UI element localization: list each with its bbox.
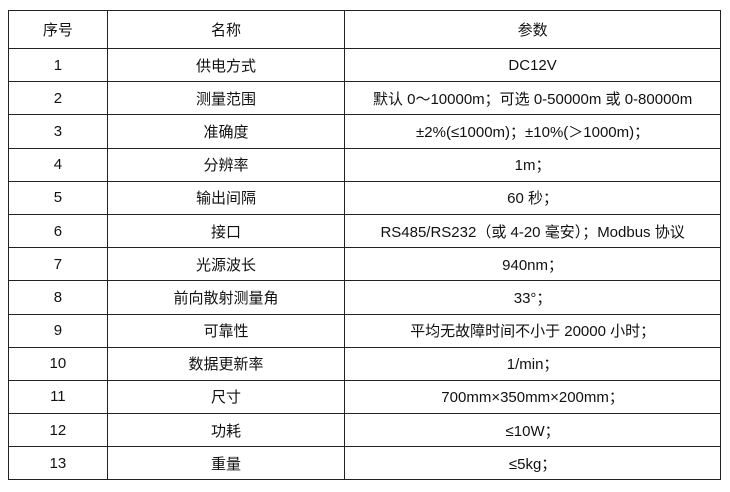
table-row: 6 接口 RS485/RS232（或 4-20 毫安）；Modbus 协议 <box>8 213 721 249</box>
cell-params: 940nm； <box>344 247 721 282</box>
cell-name: 重量 <box>106 446 346 481</box>
table-row: 9 可靠性 平均无故障时间不小于 20000 小时； <box>8 313 721 348</box>
cell-index: 12 <box>8 413 108 448</box>
cell-name: 数据更新率 <box>106 346 346 381</box>
cell-params: ≤5kg； <box>344 446 721 481</box>
cell-params: 1m； <box>344 147 721 182</box>
cell-name: 可靠性 <box>106 313 346 348</box>
cell-name: 光源波长 <box>106 247 346 282</box>
cell-params: DC12V <box>344 47 721 83</box>
table-row: 12 功耗 ≤10W； <box>8 413 721 448</box>
cell-index: 7 <box>8 247 108 282</box>
cell-params: 700mm×350mm×200mm； <box>344 379 721 415</box>
table-row: 2 测量范围 默认 0～10000m；可选 0-50000m 或 0-80000m <box>8 81 721 116</box>
table-row: 8 前向散射测量角 33°； <box>8 280 721 315</box>
cell-index: 5 <box>8 180 108 215</box>
cell-index: 2 <box>8 81 108 116</box>
cell-name: 测量范围 <box>106 81 346 116</box>
cell-index: 4 <box>8 147 108 182</box>
cell-index: 8 <box>8 280 108 315</box>
table-row: 5 输出间隔 60 秒； <box>8 180 721 215</box>
cell-params: ±2%(≤1000m)；±10%(＞1000m)； <box>344 114 721 149</box>
cell-index: 1 <box>8 47 108 83</box>
cell-name: 尺寸 <box>106 379 346 415</box>
cell-name: 分辨率 <box>106 147 346 182</box>
cell-params: ≤10W； <box>344 413 721 448</box>
cell-name: 输出间隔 <box>106 180 346 215</box>
cell-params: 60 秒； <box>344 180 721 215</box>
header-index: 序号 <box>8 10 108 49</box>
table-row: 7 光源波长 940nm； <box>8 247 721 282</box>
cell-index: 3 <box>8 114 108 149</box>
cell-name: 准确度 <box>106 114 346 149</box>
table-row: 4 分辨率 1m； <box>8 147 721 182</box>
cell-params: 1/min； <box>344 346 721 381</box>
cell-index: 10 <box>8 346 108 381</box>
cell-params: 默认 0～10000m；可选 0-50000m 或 0-80000m <box>344 81 721 116</box>
table-row: 3 准确度 ±2%(≤1000m)；±10%(＞1000m)； <box>8 114 721 149</box>
header-name: 名称 <box>106 10 346 49</box>
header-params: 参数 <box>344 10 721 49</box>
cell-name: 前向散射测量角 <box>106 280 346 315</box>
cell-name: 接口 <box>106 213 346 249</box>
cell-params: RS485/RS232（或 4-20 毫安）；Modbus 协议 <box>344 213 721 249</box>
table-row: 1 供电方式 DC12V <box>8 47 721 83</box>
table-row: 11 尺寸 700mm×350mm×200mm； <box>8 379 721 415</box>
cell-name: 功耗 <box>106 413 346 448</box>
spec-table: 序号 名称 参数 1 供电方式 DC12V 2 测量范围 默认 0～10000m；可选 0… <box>8 10 721 481</box>
cell-index: 9 <box>8 313 108 348</box>
cell-index: 11 <box>8 379 108 415</box>
table-header-row: 序号 名称 参数 <box>8 10 721 49</box>
cell-params: 33°； <box>344 280 721 315</box>
cell-index: 13 <box>8 446 108 481</box>
table-row: 13 重量 ≤5kg； <box>8 446 721 481</box>
cell-name: 供电方式 <box>106 47 346 83</box>
table-row: 10 数据更新率 1/min； <box>8 346 721 381</box>
cell-index: 6 <box>8 213 108 249</box>
cell-params: 平均无故障时间不小于 20000 小时； <box>344 313 721 348</box>
